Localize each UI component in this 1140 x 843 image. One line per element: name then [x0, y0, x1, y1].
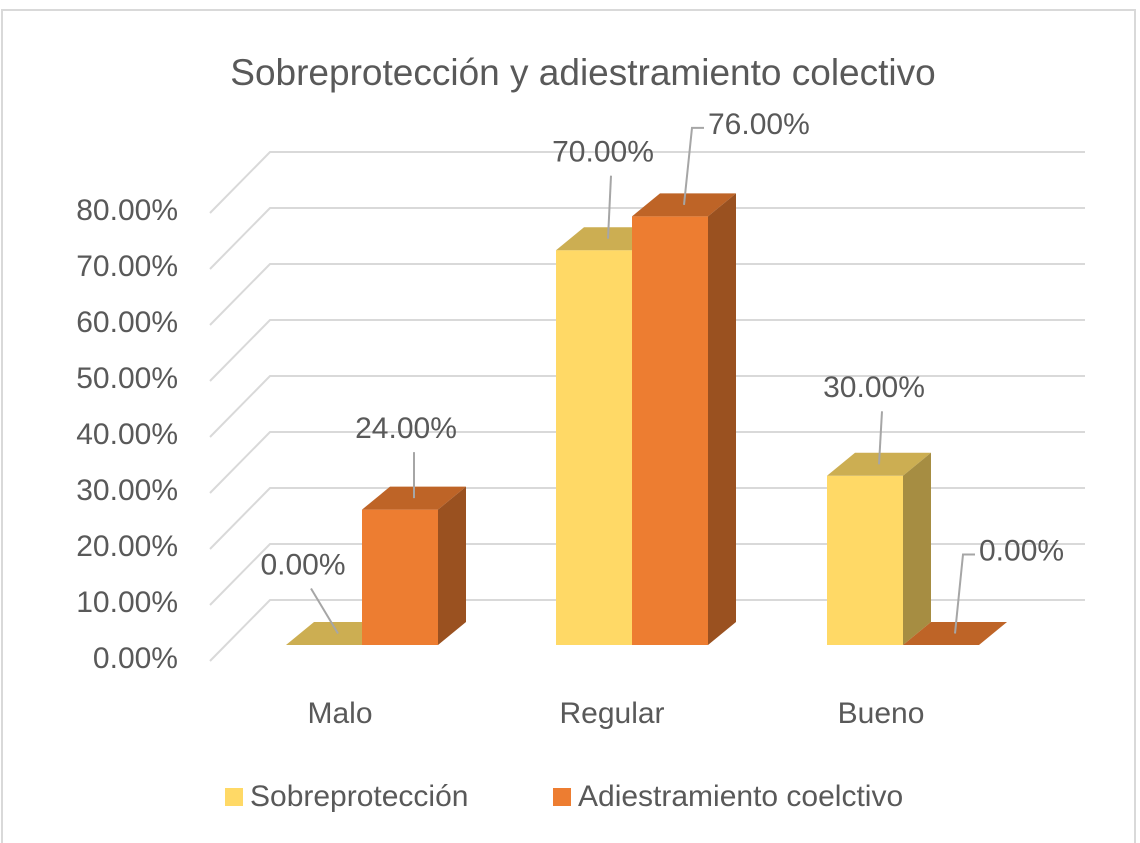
grid-line: [209, 375, 1085, 438]
data-label: 0.00%: [979, 534, 1064, 567]
leader-line: [310, 587, 339, 635]
legend-label: Adiestramiento coelctivo: [578, 780, 903, 813]
grid-line: [209, 487, 1085, 550]
bar-side: [903, 452, 931, 645]
leader-line: [954, 553, 975, 634]
y-tick-label: 40.00%: [76, 418, 178, 451]
grid-line: [209, 263, 1085, 326]
y-tick-label: 80.00%: [76, 194, 178, 227]
leader-line: [683, 126, 704, 205]
bar: [362, 509, 438, 645]
legend-label: Sobreprotección: [250, 780, 468, 813]
x-tick-label: Malo: [307, 697, 372, 730]
data-label: 30.00%: [823, 371, 925, 404]
bar: [632, 216, 708, 646]
grid-line: [209, 543, 1085, 606]
legend-swatch: [225, 788, 243, 806]
grid-line: [209, 599, 1085, 662]
grid-line: [209, 151, 1085, 214]
y-tick-label: 60.00%: [76, 306, 178, 339]
grid-line: [209, 431, 1085, 494]
grid-line: [209, 207, 1085, 270]
x-tick-label: Bueno: [838, 697, 925, 730]
x-tick-label: Regular: [559, 697, 664, 730]
data-label: 70.00%: [552, 136, 654, 169]
y-tick-label: 10.00%: [76, 586, 178, 619]
y-tick-label: 30.00%: [76, 474, 178, 507]
leader-line: [607, 175, 612, 239]
data-label: 76.00%: [708, 108, 810, 141]
y-tick-label: 50.00%: [76, 362, 178, 395]
bar-side: [708, 193, 736, 646]
chart-title: Sobreprotección y adiestramiento colecti…: [230, 52, 935, 93]
y-tick-label: 70.00%: [76, 250, 178, 283]
data-label: 24.00%: [355, 412, 457, 445]
bar-side: [438, 486, 466, 645]
legend-swatch: [553, 788, 571, 806]
y-tick-label: 0.00%: [93, 642, 178, 675]
bar: [556, 250, 632, 645]
y-tick-label: 20.00%: [76, 530, 178, 563]
data-label: 0.00%: [260, 548, 345, 581]
bar: [827, 475, 903, 645]
leader-line: [878, 411, 883, 465]
grid-line: [209, 319, 1085, 382]
